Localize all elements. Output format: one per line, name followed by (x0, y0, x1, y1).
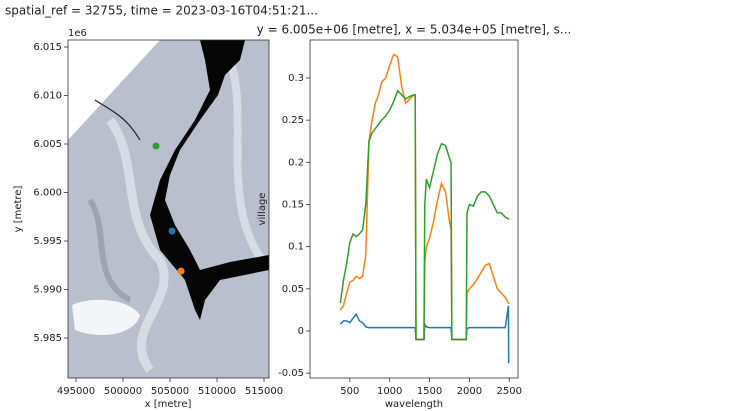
left-title: spatial_ref = 32755, time = 2023-03-16T0… (5, 4, 318, 18)
y-tick-label: 5.990 (33, 285, 62, 296)
y-tick-label: 5.995 (33, 236, 62, 247)
right-title: y = 6.005e+06 [metre], x = 5.034e+05 [me… (257, 23, 572, 37)
y-tick-label: 0 (298, 326, 304, 337)
x-tick-label: 500000 (104, 386, 142, 397)
satellite-image (68, 40, 269, 378)
y-axis-label: village (257, 193, 268, 226)
series-line (339, 89, 510, 341)
x-tick-label: 2500 (497, 386, 522, 397)
y-tick-label: 5.985 (33, 333, 62, 344)
plot-frame (67, 39, 270, 379)
y-tick-label: 0.15 (282, 199, 304, 210)
y-tick-label: 6.015 (33, 42, 62, 53)
y-tick-label: 0.1 (288, 242, 304, 253)
y-axis-label: y [metre] (13, 186, 24, 233)
point (152, 142, 160, 150)
y-offset-label: 1e6 (68, 28, 87, 39)
point (168, 227, 176, 235)
x-tick-label: 515000 (245, 386, 283, 397)
y-tick-label: 0.25 (282, 115, 304, 126)
x-axis-label: x [metre] (145, 399, 192, 410)
y-tick-label: 0.2 (288, 157, 304, 168)
x-tick-label: 495000 (57, 386, 95, 397)
point (177, 267, 185, 275)
x-tick-label: 500 (340, 386, 359, 397)
y-tick-label: 0.05 (282, 284, 304, 295)
x-axis-label: wavelength (385, 399, 443, 410)
y-tick-label: 0.3 (288, 73, 304, 84)
x-tick-label: 1000 (377, 386, 402, 397)
x-tick-label: 1500 (417, 386, 442, 397)
x-tick-label: 2000 (457, 386, 482, 397)
y-tick-label: 6.000 (33, 188, 62, 199)
y-tick-label: -0.05 (278, 368, 304, 379)
y-tick-label: 6.010 (33, 90, 62, 101)
x-tick-label: 510000 (198, 386, 236, 397)
plot-frame (309, 39, 519, 379)
y-tick-label: 6.005 (33, 139, 62, 150)
x-tick-label: 505000 (151, 386, 189, 397)
